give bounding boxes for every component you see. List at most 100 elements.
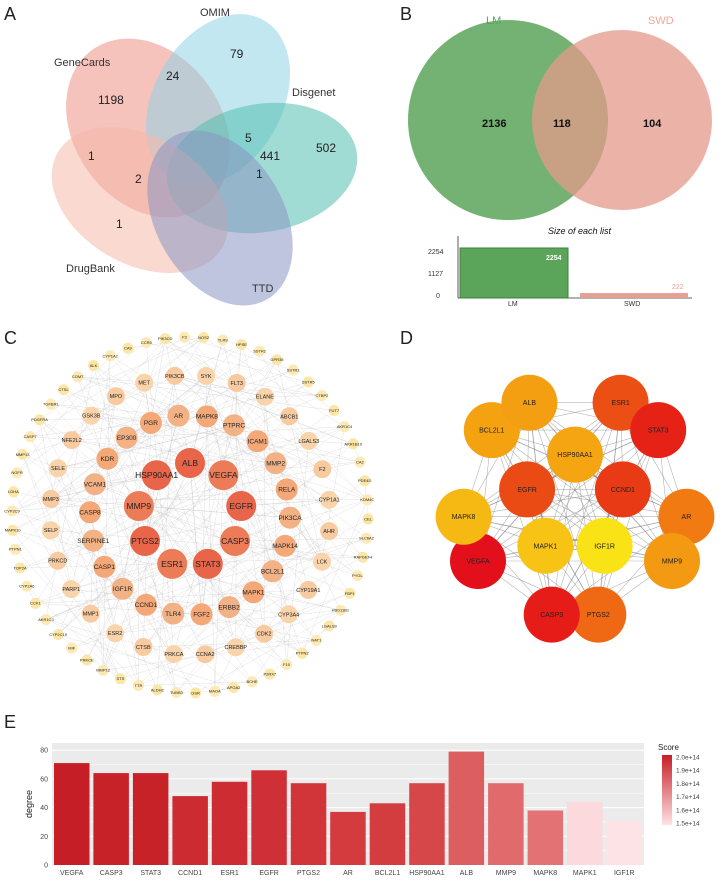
network-node-label: CYP2C9 <box>4 508 20 513</box>
network-edge <box>57 462 191 469</box>
network-node-label: MMP3 <box>43 497 59 503</box>
network-node-circle <box>226 491 257 521</box>
network-node-circle <box>347 438 359 450</box>
network-node-circle <box>246 676 258 688</box>
network-node-circle <box>79 501 101 524</box>
venn-label-lm: LM <box>486 15 501 27</box>
network-node: PIK3CA <box>278 506 302 529</box>
network-edge <box>11 350 260 512</box>
list-size-bar-lm <box>459 247 569 299</box>
network-node: BCL2L1 <box>261 560 285 583</box>
bar <box>132 773 169 865</box>
network-node-label: VCAM1 <box>84 482 107 489</box>
hub-node-circle <box>499 461 556 518</box>
network-edge <box>71 499 368 590</box>
hub-node-circle <box>501 374 558 431</box>
network-node-circle <box>299 431 318 450</box>
network-node-circle <box>111 577 134 600</box>
venn-count: 1 <box>116 217 123 231</box>
network-node-label: ALB <box>182 458 198 468</box>
hub-node: MMP9 <box>644 533 700 589</box>
network-node: SYK <box>197 366 216 385</box>
network-node-circle <box>11 467 23 479</box>
network-node-circle <box>217 334 229 346</box>
bar <box>409 783 445 865</box>
network-node-label: SLC6A2 <box>359 536 375 541</box>
network-edge <box>63 389 276 464</box>
network-node: PTPRC <box>223 414 245 437</box>
bar <box>330 811 366 865</box>
network-node-label: MMP13 <box>16 452 31 457</box>
network-node-label: EGFR <box>229 501 253 511</box>
network-node-circle <box>114 673 126 685</box>
degree-bar-chart: VEGFA CASP3 STAT3 CCND1 ESR1 EGFR PTGS2 AR BCL2L… <box>0 735 724 882</box>
network-node: CASP3 <box>220 526 250 556</box>
network-edge <box>126 437 287 490</box>
hub-node-circle <box>523 586 580 643</box>
network-node: MMP13 <box>16 448 31 460</box>
network-node: PRKCE <box>80 654 94 666</box>
network-node-circle <box>334 604 346 616</box>
venn-count: 79 <box>230 47 244 61</box>
network-node: COMT <box>72 371 84 383</box>
network-node-circle <box>299 580 318 599</box>
network-edge <box>138 505 291 518</box>
network-node-label: EP300 <box>117 435 137 442</box>
hub-node: HSP90AA1 <box>547 426 603 483</box>
network-node: FBP1 <box>344 587 356 599</box>
network-node: TGFBR1 <box>43 398 59 410</box>
network-node-circle <box>6 505 18 517</box>
network-node-label: CEL <box>364 516 373 521</box>
network-node-circle <box>9 543 21 555</box>
network-node: CCR5 <box>140 337 153 348</box>
network-edge <box>146 342 175 655</box>
x-tick-label: IGF1R <box>614 870 635 877</box>
network-node-label: SERPINE1 <box>77 538 110 545</box>
network-edge <box>94 483 286 547</box>
network-edge <box>214 614 289 692</box>
network-node-circle <box>264 452 287 475</box>
network-edge <box>189 339 223 464</box>
hub-node-label: PTGS2 <box>587 612 610 619</box>
network-node-circle <box>130 526 160 556</box>
network-node: MAOA <box>209 685 221 697</box>
network-node: F2 <box>313 460 332 479</box>
network-node-label: NOS2 <box>198 335 210 340</box>
network-node-label: CASP7 <box>24 434 38 439</box>
network-edge <box>144 410 335 542</box>
network-edge <box>126 437 202 615</box>
network-node: AR <box>167 404 190 427</box>
network-node-label: CTSL <box>58 387 69 392</box>
network-node-label: PYGL <box>352 573 363 578</box>
network-node-label: LGALS3 <box>298 439 319 445</box>
network-edge <box>77 376 177 693</box>
hub-node: CCND1 <box>594 461 651 518</box>
network-node-label: PTPRC <box>223 423 245 430</box>
network-edge <box>251 518 369 682</box>
network-node: MAPK1 <box>242 581 265 604</box>
network-node: LCK <box>313 552 331 571</box>
network-node-circle <box>279 506 301 529</box>
network-node: KDR <box>96 447 119 470</box>
list-size-title: Size of each list <box>548 226 612 236</box>
x-tick-label: EGFR <box>259 870 278 877</box>
network-node: CYP2C19 <box>49 629 68 640</box>
network-edge <box>214 475 224 692</box>
network-edge <box>257 440 368 500</box>
network-edge <box>12 395 322 531</box>
network-node: CASP7 <box>24 431 38 443</box>
hub-node: STAT3 <box>630 402 687 459</box>
hub-edge <box>598 430 659 615</box>
network-node-circle <box>220 526 250 556</box>
venn-b-canvas: LM SWD 2136 118 104 Size of each list 22… <box>408 15 712 308</box>
venn-count: 5 <box>245 131 252 145</box>
network-node-label: AKR1B10 <box>344 441 362 446</box>
hub-node: PTGS2 <box>570 586 627 643</box>
network-node-label: LDHA <box>8 489 19 494</box>
network-node: CYP1A2 <box>103 350 119 362</box>
network-node-label: SSTR5 <box>302 379 316 384</box>
network-node-label: CYP3A4 <box>278 612 299 618</box>
network-edge <box>201 416 208 615</box>
bar <box>606 820 642 865</box>
network-edge <box>263 530 330 634</box>
